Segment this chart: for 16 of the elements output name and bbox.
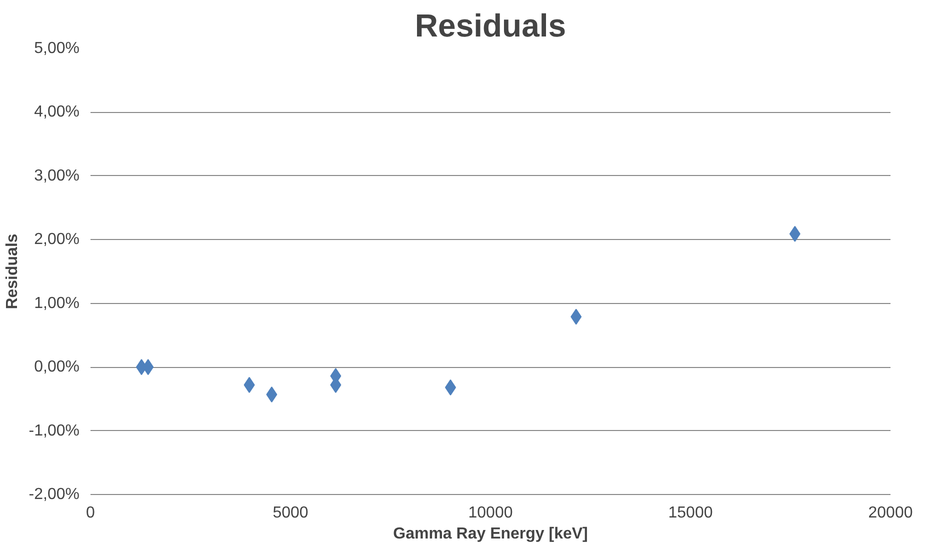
x-axis-title: Gamma Ray Energy [keV] xyxy=(393,526,588,542)
x-tick-label: 10000 xyxy=(468,504,513,522)
y-axis-title: Residuals xyxy=(4,234,21,310)
y-tick-label: 0,00% xyxy=(34,358,80,376)
y-tick-label: 2,00% xyxy=(34,231,80,248)
x-tick-label: 20000 xyxy=(868,504,913,522)
x-tick-label: 15000 xyxy=(668,504,713,522)
y-tick-label: -1,00% xyxy=(28,422,80,440)
x-tick-label: 5000 xyxy=(272,504,308,522)
y-tick-label: -2,00% xyxy=(28,486,80,503)
y-tick-label: 4,00% xyxy=(34,104,80,121)
x-tick-label: 0 xyxy=(86,504,96,522)
y-tick-label: 5,00% xyxy=(34,40,80,57)
chart-title: Residuals xyxy=(414,8,566,44)
y-tick-label: 1,00% xyxy=(34,294,80,312)
y-tick-label: 3,00% xyxy=(34,167,80,184)
